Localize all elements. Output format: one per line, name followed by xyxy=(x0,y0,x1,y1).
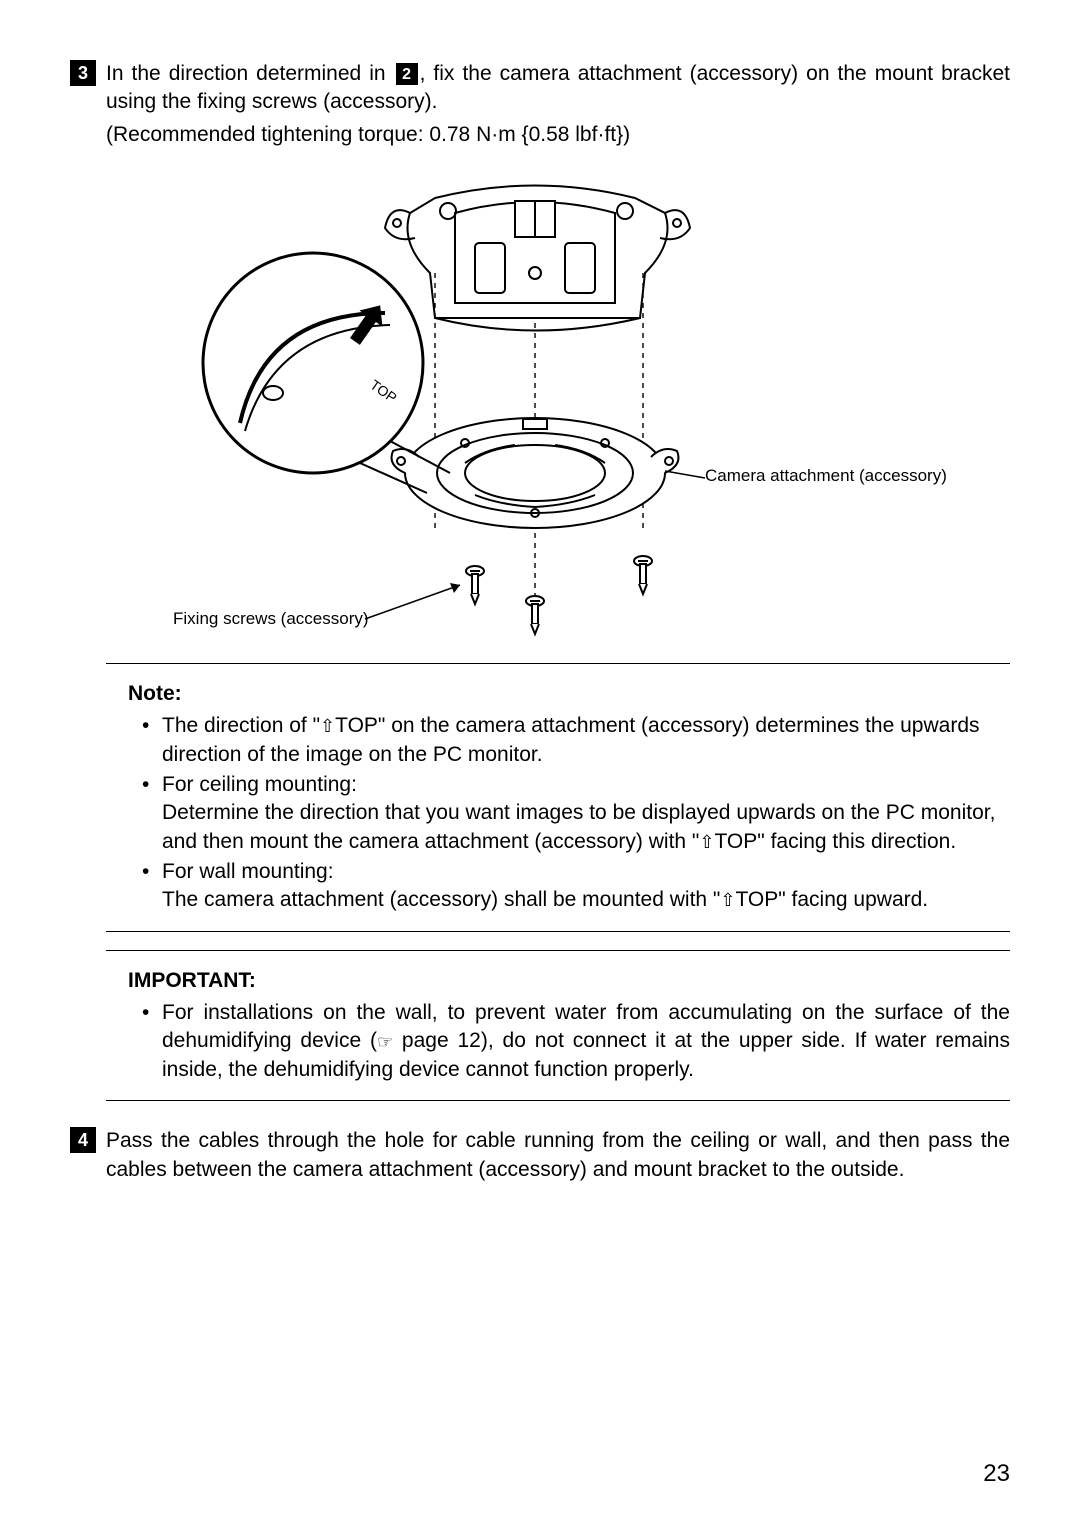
up-arrow-icon: ⇧ xyxy=(699,830,714,854)
note-title: Note: xyxy=(128,680,1010,708)
important-block: IMPORTANT: For installations on the wall… xyxy=(106,950,1010,1101)
important-bullets: For installations on the wall, to preven… xyxy=(106,999,1010,1084)
note-3-sub-pre: The camera attachment (accessory) shall … xyxy=(162,888,720,911)
step-4-text: Pass the cables through the hole for cab… xyxy=(106,1127,1010,1184)
mount-bracket-shape xyxy=(385,186,690,331)
step-3: 3 In the direction determined in 2, fix … xyxy=(70,60,1010,153)
note-2-head: For ceiling mounting: xyxy=(162,773,357,796)
note-1-pre: The direction of " xyxy=(162,714,320,737)
note-block: Note: The direction of "⇧TOP" on the cam… xyxy=(106,663,1010,932)
important-page-ref: page 12 xyxy=(393,1029,481,1052)
figure: TOP xyxy=(105,173,975,643)
step-3-text-before: In the direction determined in xyxy=(106,62,394,85)
step-4-body: Pass the cables through the hole for cab… xyxy=(106,1127,1010,1188)
important-item-1: For installations on the wall, to preven… xyxy=(162,999,1010,1084)
note-item-1: The direction of "⇧TOP" on the camera at… xyxy=(162,712,1010,769)
note-item-3: For wall mounting: The camera attachment… xyxy=(162,858,1010,915)
note-item-2: For ceiling mounting: Determine the dire… xyxy=(162,771,1010,856)
figure-label-fixing-screws: Fixing screws (accessory) xyxy=(173,609,369,629)
step-3-number: 3 xyxy=(70,60,96,86)
pointer-icon: ☞ xyxy=(377,1030,393,1054)
up-arrow-icon: ⇧ xyxy=(720,888,735,912)
step-3-body: In the direction determined in 2, fix th… xyxy=(106,60,1010,153)
page-root: 3 In the direction determined in 2, fix … xyxy=(0,0,1080,1236)
note-3-sub: The camera attachment (accessory) shall … xyxy=(162,886,1010,914)
step-2-ref-badge: 2 xyxy=(396,63,418,85)
up-arrow-icon: ⇧ xyxy=(320,714,335,738)
note-3-head: For wall mounting: xyxy=(162,860,334,883)
figure-label-camera-attachment: Camera attachment (accessory) xyxy=(705,466,947,486)
step-4: 4 Pass the cables through the hole for c… xyxy=(70,1127,1010,1188)
step-4-number: 4 xyxy=(70,1127,96,1153)
note-bullets: The direction of "⇧TOP" on the camera at… xyxy=(106,712,1010,914)
note-2-sub: Determine the direction that you want im… xyxy=(162,799,1010,856)
page-number: 23 xyxy=(983,1460,1010,1488)
note-3-sub-post: TOP" facing upward. xyxy=(735,888,928,911)
figure-svg: TOP xyxy=(105,173,975,643)
important-title: IMPORTANT: xyxy=(128,967,1010,995)
fixing-screws-shape xyxy=(466,556,652,634)
note-2-sub-post: TOP" facing this direction. xyxy=(714,830,956,853)
step-3-torque: (Recommended tightening torque: 0.78 N·m… xyxy=(106,121,1010,149)
